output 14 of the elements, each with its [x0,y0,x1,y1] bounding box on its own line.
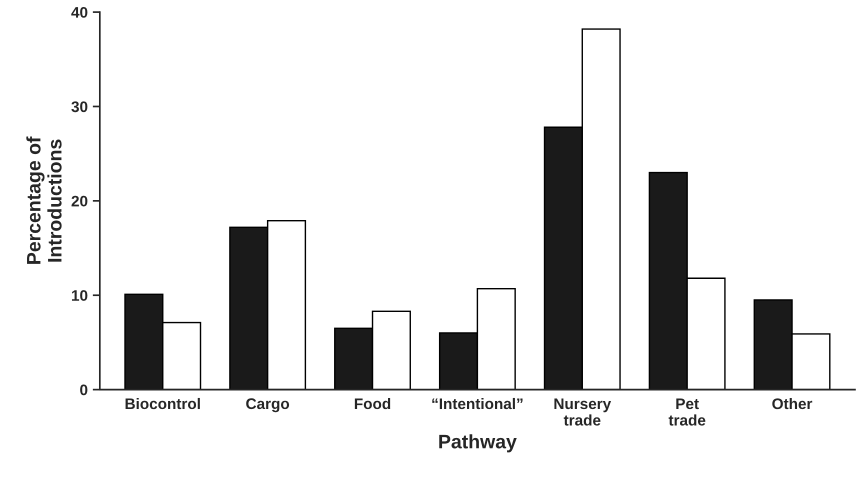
x-tick-label: Food [354,398,390,410]
y-axis-title: Percentage of Introductions [26,136,62,264]
x-tick-label: Pet trade [668,398,706,426]
x-tick-label: Other [772,398,812,410]
x-tick-label: “Intentional” [432,398,523,410]
x-tick-label: Biocontrol [126,398,200,410]
x-tick-label: Cargo [246,398,290,412]
y-tick-label: 20 [72,196,88,207]
y-tick-label: 40 [71,6,88,18]
y-tick-label: 0 [80,384,88,396]
y-tick-label: 30 [71,101,88,112]
x-tick-label: Nursery trade [554,398,612,426]
x-axis-title: Pathway [439,434,517,452]
y-tick-label: 10 [72,290,88,301]
